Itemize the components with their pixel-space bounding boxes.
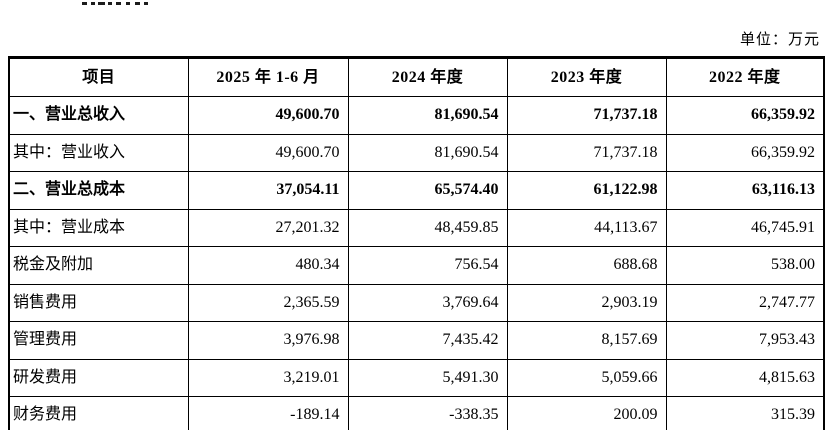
table-cell: 8,157.69 (506, 321, 667, 360)
row-label: 一、营业总收入 (8, 96, 189, 135)
table-cell: 2,747.77 (665, 283, 825, 322)
table-row: 二、营业总成本 37,054.11 65,574.40 61,122.98 63… (8, 171, 825, 210)
table-row: 一、营业总收入 49,600.70 81,690.54 71,737.18 66… (8, 96, 825, 135)
table-cell: 315.39 (665, 396, 825, 430)
table-cell: 27,201.32 (187, 208, 349, 247)
table-cell: 5,059.66 (506, 358, 667, 397)
row-label: 其中：营业收入 (8, 133, 189, 172)
table-row: 税金及附加 480.34 756.54 688.68 538.00 (8, 246, 825, 285)
column-header-2025h1: 2025 年 1-6 月 (187, 57, 349, 97)
table-cell: 71,737.18 (506, 96, 667, 135)
table-cell: 3,976.98 (187, 321, 349, 360)
row-label: 财务费用 (8, 396, 189, 430)
table-cell: 63,116.13 (665, 171, 825, 210)
column-header-item: 项目 (8, 57, 189, 97)
table-row: 管理费用 3,976.98 7,435.42 8,157.69 7,953.43 (8, 321, 825, 360)
table-cell: 2,903.19 (506, 283, 667, 322)
row-label: 二、营业总成本 (8, 171, 189, 210)
table-cell: 200.09 (506, 396, 667, 430)
table-cell: 480.34 (187, 246, 349, 285)
table-cell: 44,113.67 (506, 208, 667, 247)
table-cell: -189.14 (187, 396, 349, 430)
table-cell: 81,690.54 (347, 133, 508, 172)
table-cell: 71,737.18 (506, 133, 667, 172)
table-cell: -338.35 (347, 396, 508, 430)
table-cell: 538.00 (665, 246, 825, 285)
table-row: 销售费用 2,365.59 3,769.64 2,903.19 2,747.77 (8, 283, 825, 322)
table-cell: 5,491.30 (347, 358, 508, 397)
row-label: 管理费用 (8, 321, 189, 360)
table-cell: 7,953.43 (665, 321, 825, 360)
table-cell: 65,574.40 (347, 171, 508, 210)
table-cell: 37,054.11 (187, 171, 349, 210)
table-row: 其中：营业收入 49,600.70 81,690.54 71,737.18 66… (8, 133, 825, 172)
unit-label: 单位：万元 (739, 32, 820, 48)
table-cell: 2,365.59 (187, 283, 349, 322)
table-cell: 66,359.92 (665, 133, 825, 172)
table-header-row: 项目 2025 年 1-6 月 2024 年度 2023 年度 2022 年度 (8, 57, 825, 97)
table-cell: 49,600.70 (187, 96, 349, 135)
table-row: 其中：营业成本 27,201.32 48,459.85 44,113.67 46… (8, 208, 825, 247)
table-cell: 3,769.64 (347, 283, 508, 322)
column-header-2022: 2022 年度 (665, 57, 825, 97)
table-cell: 756.54 (347, 246, 508, 285)
clipped-heading (82, 0, 172, 6)
table-cell: 61,122.98 (506, 171, 667, 210)
table-row: 财务费用 -189.14 -338.35 200.09 315.39 (8, 396, 825, 430)
table-cell: 4,815.63 (665, 358, 825, 397)
row-label: 研发费用 (8, 358, 189, 397)
table-cell: 81,690.54 (347, 96, 508, 135)
row-label: 销售费用 (8, 283, 189, 322)
column-header-2024: 2024 年度 (347, 57, 508, 97)
table-cell: 3,219.01 (187, 358, 349, 397)
table-cell: 66,359.92 (665, 96, 825, 135)
table-cell: 48,459.85 (347, 208, 508, 247)
income-statement-table: 项目 2025 年 1-6 月 2024 年度 2023 年度 2022 年度 … (8, 56, 825, 430)
column-header-2023: 2023 年度 (506, 57, 667, 97)
table-row: 研发费用 3,219.01 5,491.30 5,059.66 4,815.63 (8, 358, 825, 397)
table-cell: 46,745.91 (665, 208, 825, 247)
table-cell: 688.68 (506, 246, 667, 285)
table-cell: 7,435.42 (347, 321, 508, 360)
row-label: 其中：营业成本 (8, 208, 189, 247)
table-cell: 49,600.70 (187, 133, 349, 172)
row-label: 税金及附加 (8, 246, 189, 285)
